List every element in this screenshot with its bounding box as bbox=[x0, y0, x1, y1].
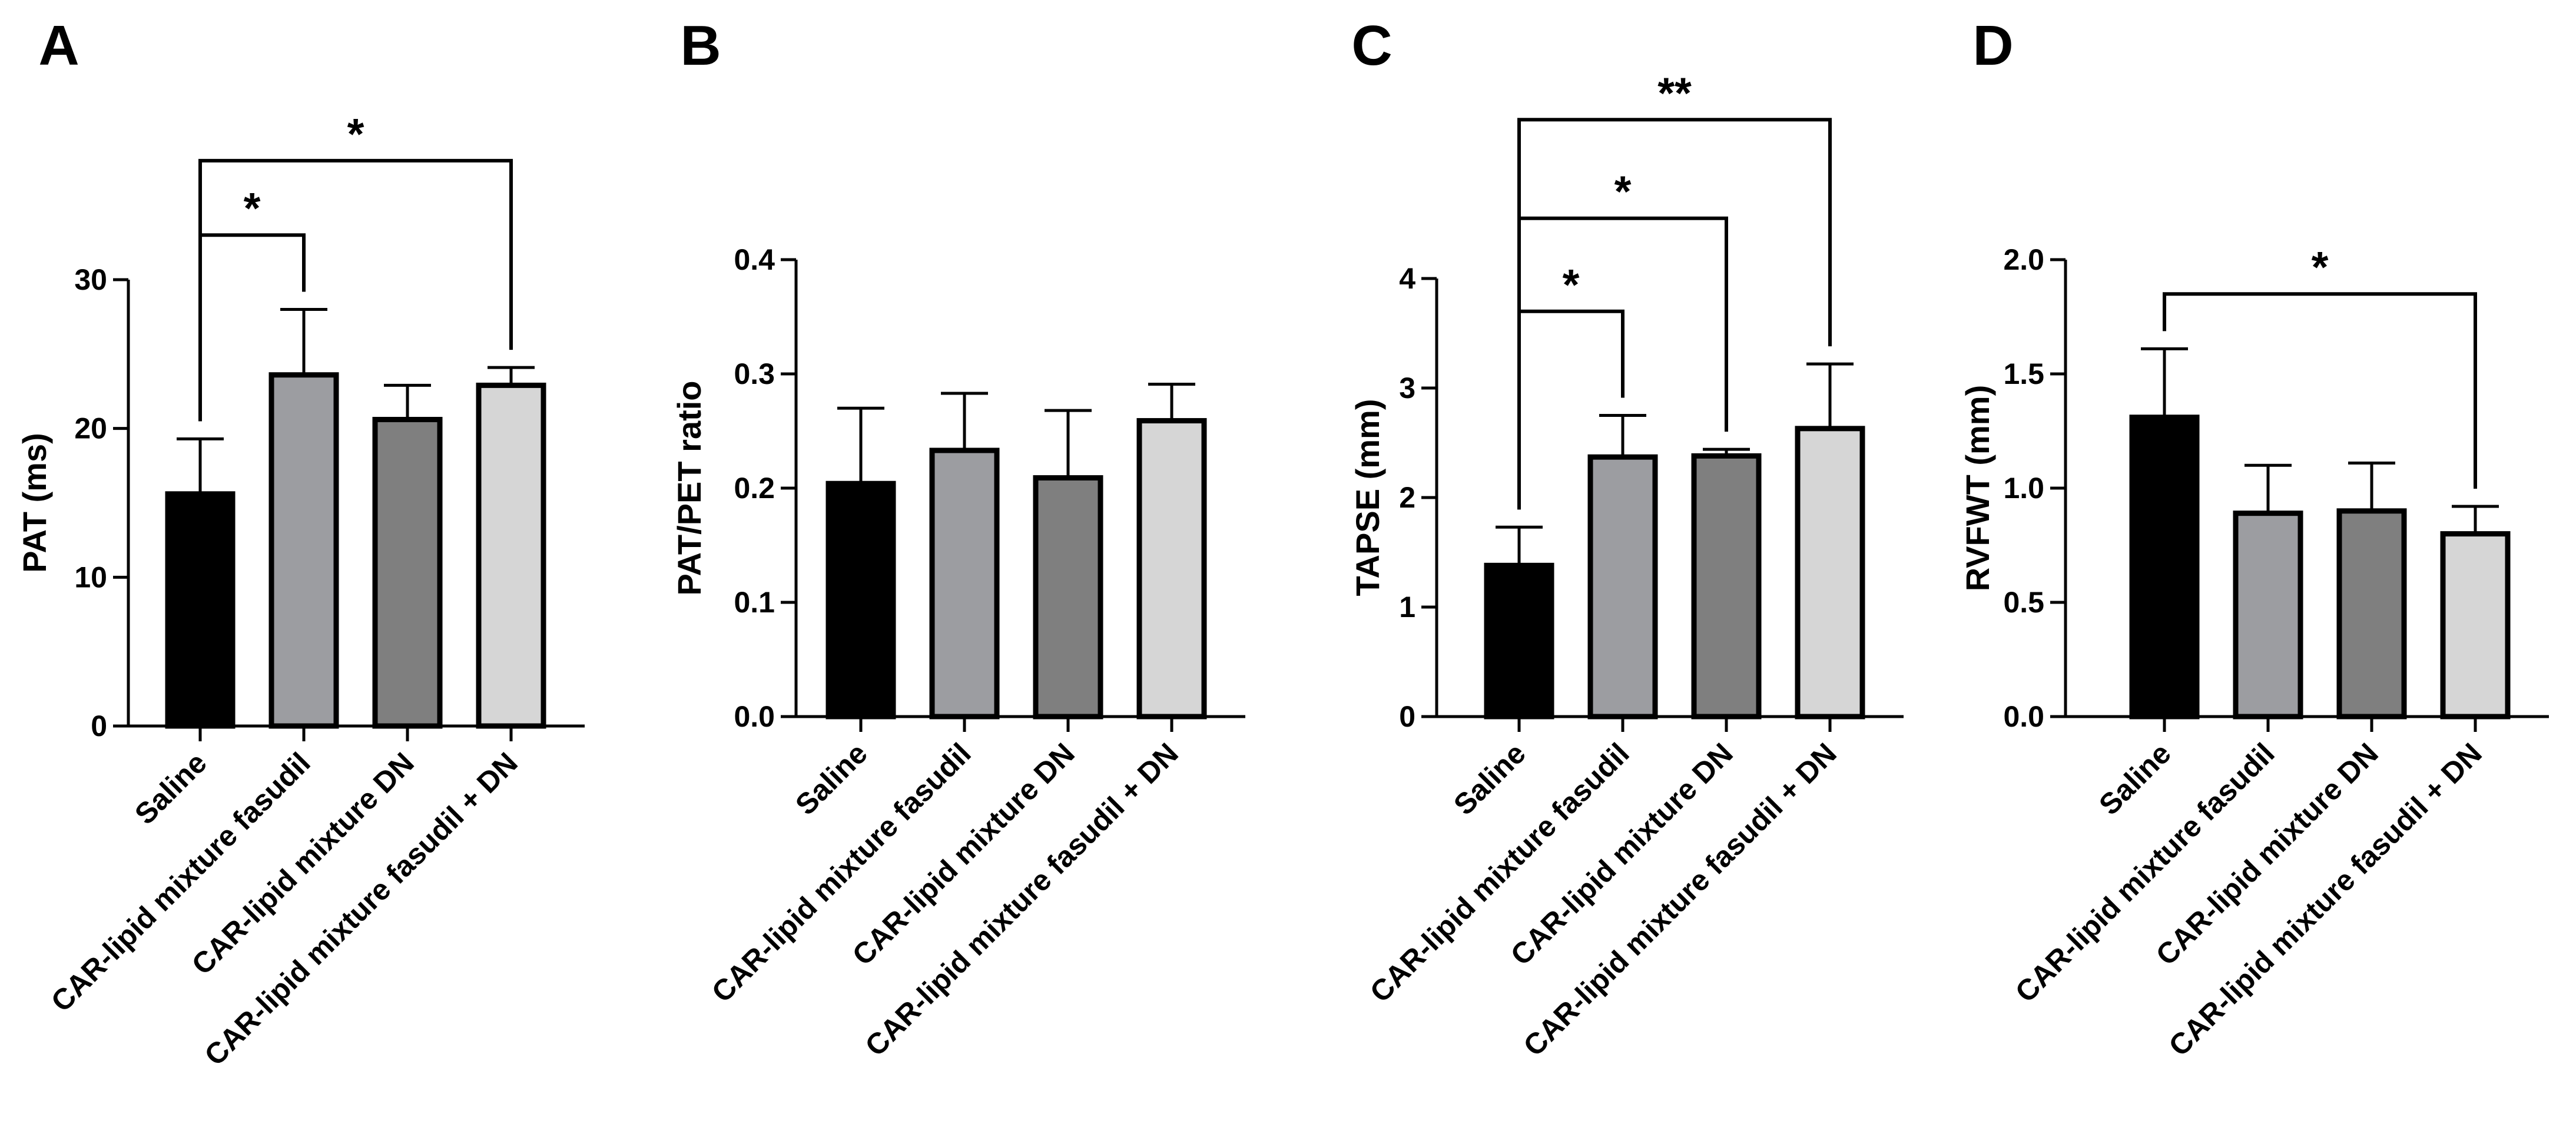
y-tick-label: 0 bbox=[1399, 700, 1415, 733]
bar-saline bbox=[2129, 415, 2200, 720]
y-tick-label: 0.3 bbox=[734, 357, 775, 390]
y-tick-label: 30 bbox=[74, 263, 107, 296]
y-tick-label: 2.0 bbox=[2003, 243, 2044, 276]
panel-letter: B bbox=[680, 14, 721, 77]
bar-combo bbox=[1136, 418, 1207, 720]
y-tick-label: 0.5 bbox=[2003, 586, 2044, 619]
y-tick-label: 0.0 bbox=[2003, 700, 2044, 733]
bar-saline bbox=[825, 480, 896, 720]
y-tick-label: 0.2 bbox=[734, 472, 775, 505]
y-tick-label: 20 bbox=[74, 412, 107, 445]
y-tick-label: 2 bbox=[1399, 481, 1415, 514]
bar-combo bbox=[2440, 531, 2511, 720]
y-tick-label: 4 bbox=[1399, 262, 1415, 295]
significance-label: * bbox=[1563, 260, 1580, 309]
bar-fasudil bbox=[1587, 454, 1658, 720]
bar-dn bbox=[1033, 475, 1103, 720]
bar-fasudil bbox=[268, 372, 339, 729]
y-tick-label: 0 bbox=[91, 710, 107, 742]
category-label-saline: Saline bbox=[789, 737, 874, 821]
bar-dn bbox=[1691, 453, 1762, 720]
y-tick-label: 1.5 bbox=[2003, 357, 2044, 390]
bar-dn bbox=[372, 417, 443, 729]
category-label-saline: Saline bbox=[2093, 737, 2177, 821]
y-tick-label: 0.0 bbox=[734, 700, 775, 733]
y-tick-label: 1.0 bbox=[2003, 472, 2044, 505]
bar-saline bbox=[165, 491, 236, 729]
y-tick-label: 0.1 bbox=[734, 586, 775, 619]
y-axis-title: TAPSE (mm) bbox=[1349, 399, 1386, 596]
bar-saline bbox=[1484, 562, 1554, 720]
category-label-saline: Saline bbox=[128, 746, 213, 831]
category-label-saline: Saline bbox=[1447, 737, 1532, 821]
y-axis-title: PAT (ms) bbox=[16, 433, 53, 572]
significance-label: * bbox=[1614, 167, 1632, 216]
significance-label: * bbox=[244, 184, 261, 233]
bar-combo bbox=[476, 382, 546, 729]
significance-bracket bbox=[1517, 118, 1832, 510]
y-tick-label: 1 bbox=[1399, 591, 1415, 624]
significance-label: * bbox=[347, 110, 364, 158]
significance-label: ** bbox=[1657, 68, 1692, 117]
y-axis-title: PAT/PET ratio bbox=[671, 380, 708, 595]
panel-letter: D bbox=[1972, 14, 2013, 77]
significance-bracket bbox=[198, 158, 513, 422]
y-tick-label: 0.4 bbox=[734, 243, 775, 276]
panel-letter: A bbox=[38, 14, 79, 77]
significance-label: * bbox=[2312, 243, 2329, 291]
bar-fasudil bbox=[2233, 511, 2303, 720]
y-axis-title: RVFWT (mm) bbox=[1959, 385, 1996, 592]
y-tick-label: 10 bbox=[74, 561, 107, 594]
significance-bracket bbox=[2163, 292, 2477, 489]
bar-fasudil bbox=[929, 447, 1000, 720]
bar-combo bbox=[1795, 426, 1865, 720]
y-tick-label: 3 bbox=[1399, 372, 1415, 405]
bar-dn bbox=[2336, 508, 2407, 720]
panel-letter: C bbox=[1351, 14, 1392, 77]
